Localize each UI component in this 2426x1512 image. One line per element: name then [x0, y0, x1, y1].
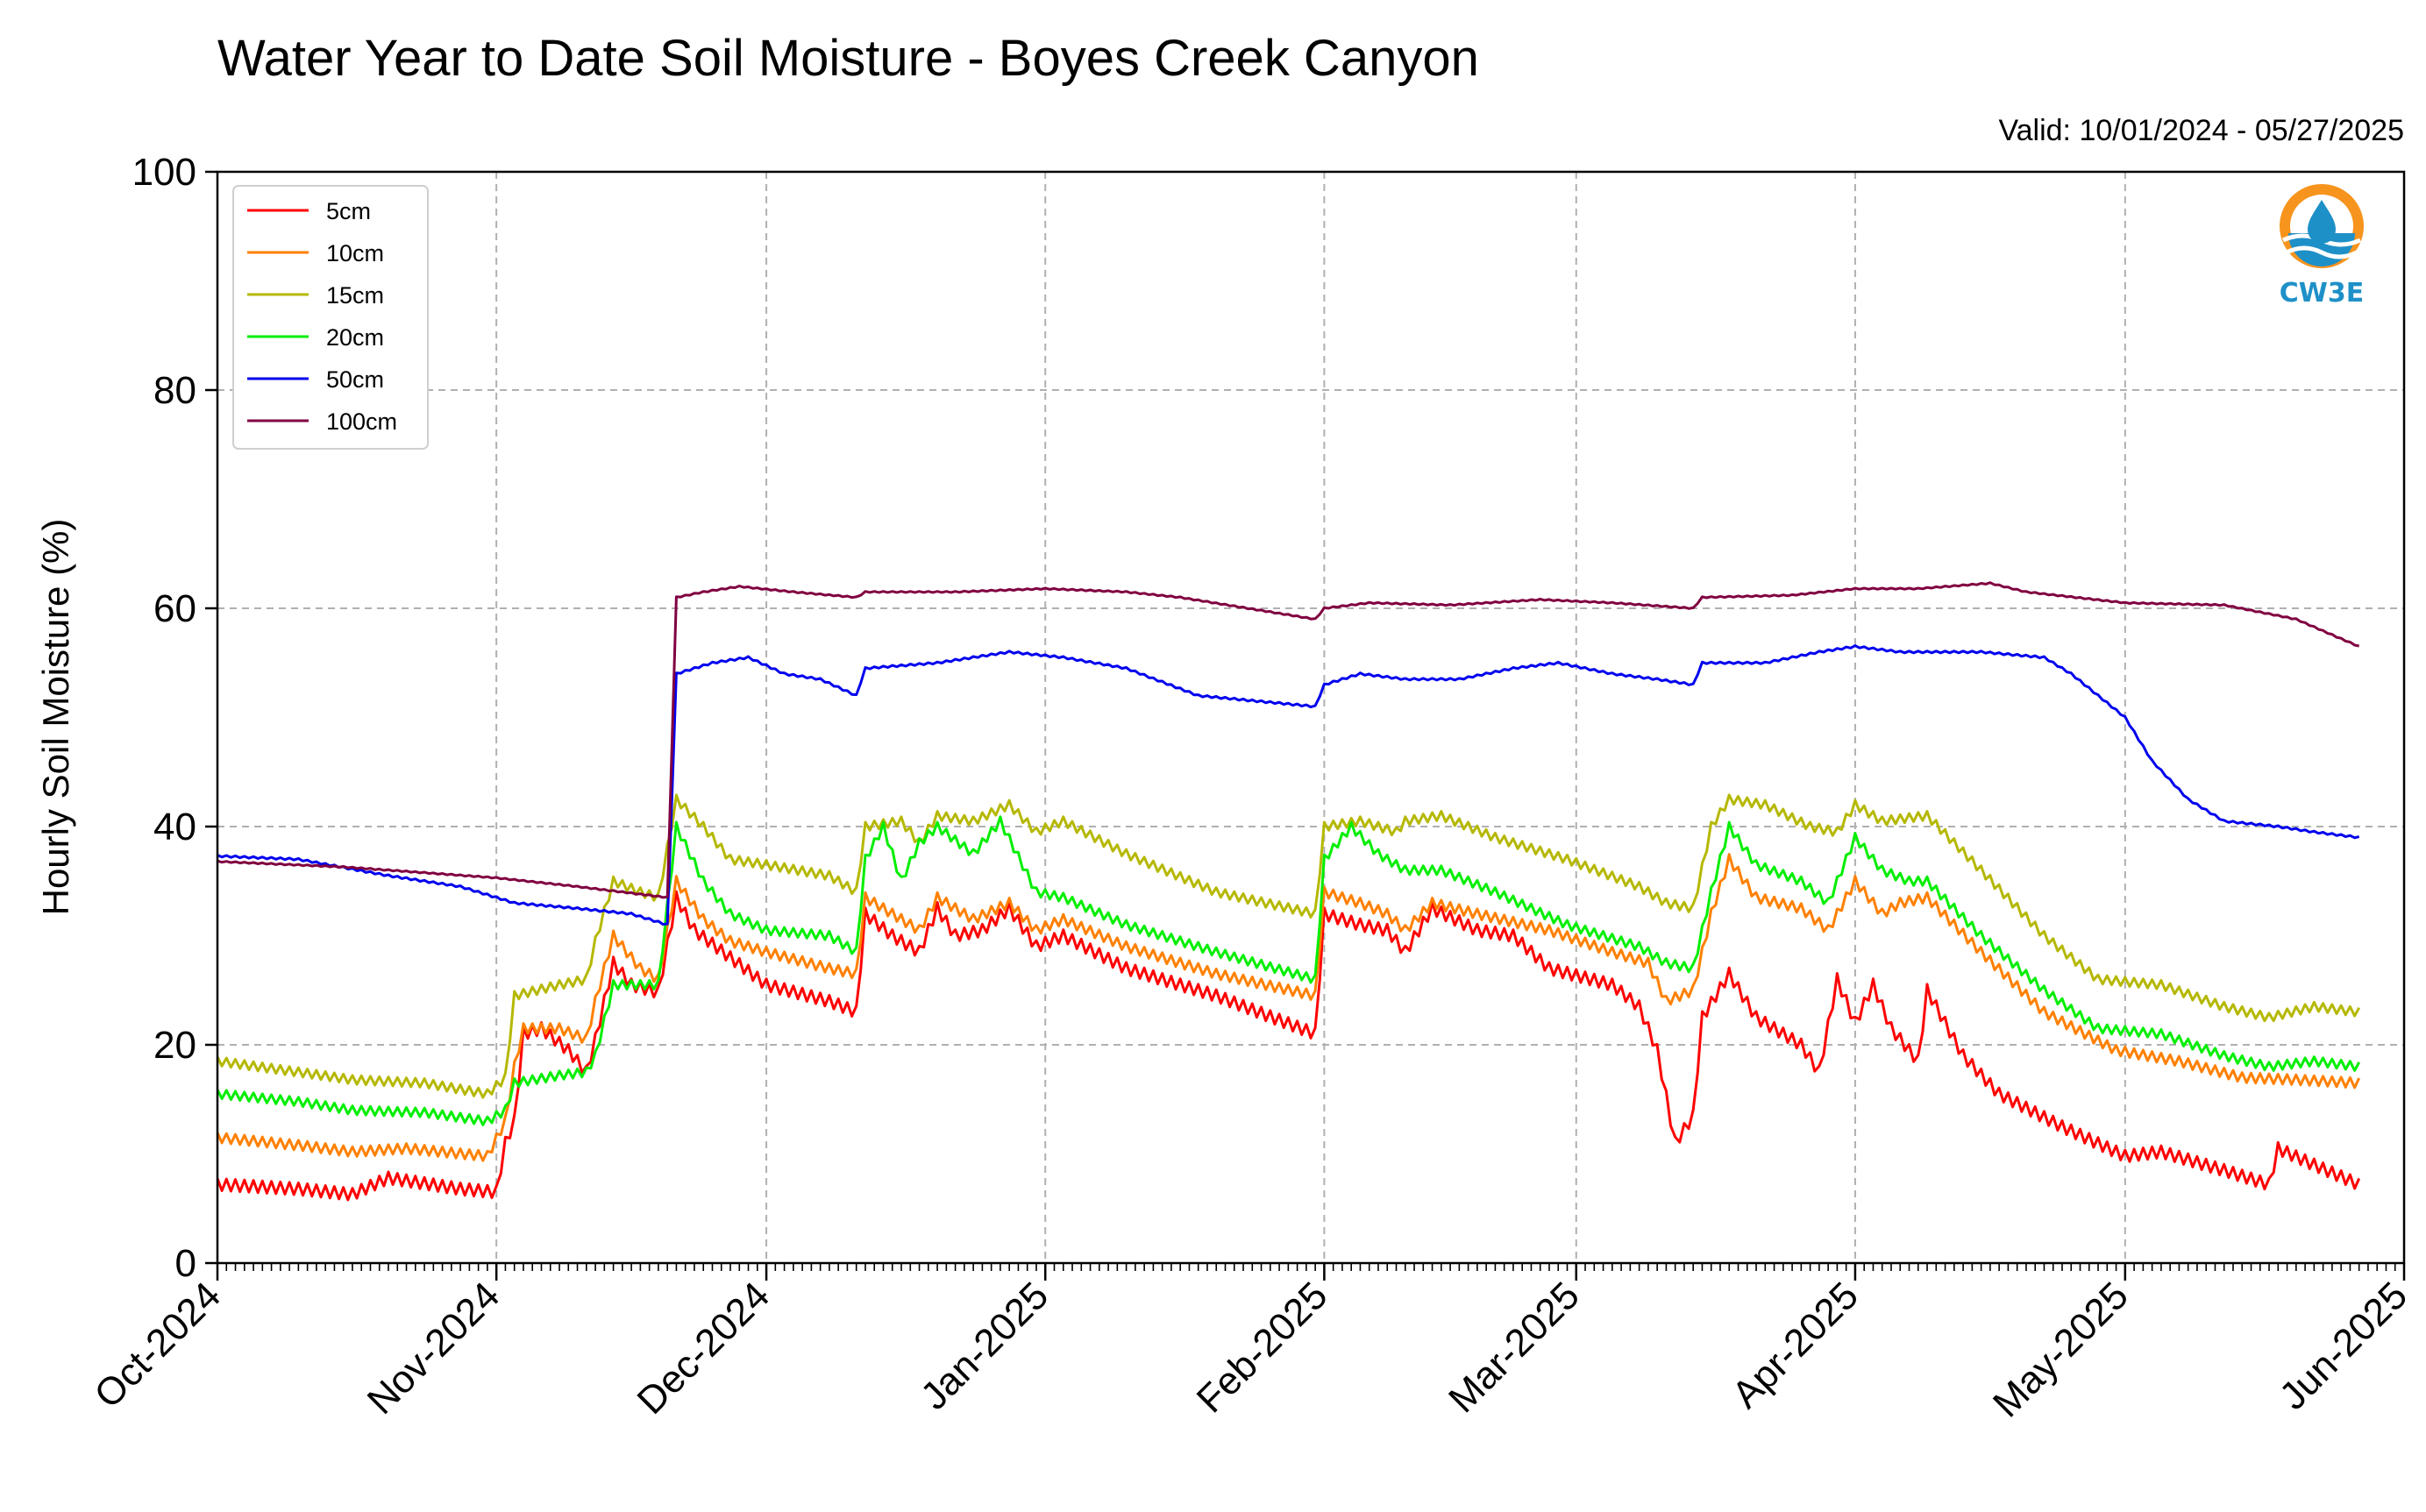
y-tick-label: 40	[153, 806, 196, 848]
x-tick-label: Mar-2025	[1441, 1274, 1588, 1421]
series-line-100cm	[217, 581, 2359, 899]
plot-area-frame	[216, 170, 2406, 1265]
logo-text: CW3E	[2280, 278, 2364, 309]
x-axis-ticks: Oct-2024 Nov-2024 Dec-2024 Jan-2025 Feb-2025…	[86, 1263, 2415, 1425]
x-tick-label: May-2025	[1985, 1274, 2137, 1425]
x-tick-label: Dec-2024	[630, 1274, 779, 1423]
chart-title: Water Year to Date Soil Moisture - Boyes…	[217, 30, 1479, 87]
series-line-20cm	[216, 815, 2361, 1126]
cw3e-logo: CW3E	[2280, 184, 2364, 309]
x-tick-label: Jun-2025	[2272, 1274, 2415, 1417]
valid-date-range: Valid: 10/01/2024 - 05/27/2025	[1998, 114, 2404, 147]
legend-label: 10cm	[326, 240, 384, 266]
grid-lines	[217, 172, 2404, 1263]
series-line-5cm	[216, 890, 2361, 1202]
x-tick-label: Feb-2025	[1189, 1274, 1336, 1421]
y-tick-label: 0	[175, 1242, 196, 1285]
x-tick-label: Nov-2024	[359, 1274, 509, 1423]
y-tick-label: 100	[132, 151, 196, 194]
series-line-15cm	[216, 793, 2361, 1099]
y-axis-label: Hourly Soil Moisture (%)	[35, 519, 76, 916]
x-tick-label: Apr-2025	[1724, 1274, 1867, 1416]
series-line-10cm	[216, 853, 2361, 1162]
logo-wave-line-2-icon	[2285, 245, 2358, 259]
y-tick-label: 60	[153, 587, 196, 630]
legend: 5cm 10cm 15cm 20cm 50cm 100cm	[232, 185, 429, 450]
logo-drop-icon	[2308, 200, 2336, 244]
legend-label: 50cm	[326, 366, 384, 393]
series-line-50cm	[217, 644, 2360, 926]
y-tick-label: 20	[153, 1024, 196, 1067]
legend-label: 100cm	[326, 408, 397, 435]
legend-label: 20cm	[326, 324, 384, 351]
y-tick-label: 80	[153, 369, 196, 412]
legend-label: 5cm	[326, 198, 371, 224]
x-tick-label: Oct-2024	[86, 1274, 229, 1416]
legend-label: 15cm	[326, 282, 384, 309]
data-series	[216, 581, 2361, 1202]
x-tick-label: Jan-2025	[913, 1274, 1056, 1417]
y-axis-ticks: 0 20 40 60 80 100	[132, 151, 217, 1285]
